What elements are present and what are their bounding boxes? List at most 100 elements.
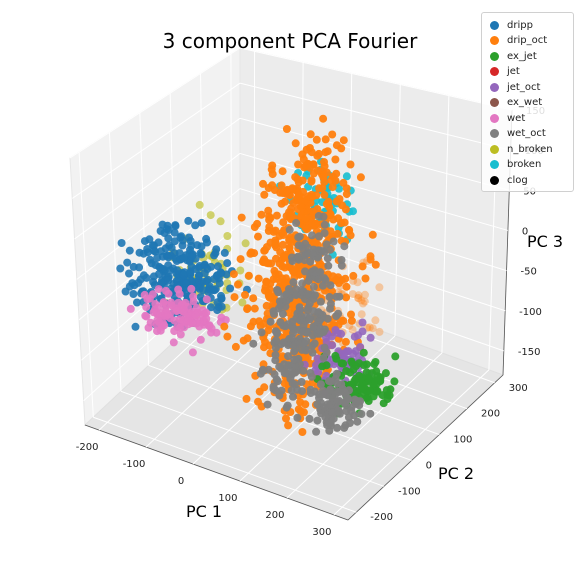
point-wet (143, 295, 152, 304)
point-dripp (203, 265, 212, 274)
point-n_broken (236, 266, 245, 275)
point-wet_oct (326, 385, 335, 394)
point-drip_oct (299, 155, 308, 164)
point-drip_oct (366, 252, 375, 261)
grid-line (148, 364, 412, 461)
y-axis-line (347, 374, 504, 521)
point-dripp (199, 286, 208, 295)
point-drip_oct (308, 221, 317, 230)
point-drip_oct (236, 255, 245, 264)
point-drip_oct (332, 275, 341, 284)
point-dripp (187, 241, 196, 250)
point-drip_oct (341, 337, 350, 346)
point-drip_oct (291, 139, 300, 148)
point-drip_oct (229, 270, 238, 279)
point-drip_oct (259, 319, 268, 328)
point-wet (146, 318, 155, 327)
point-drip_oct (279, 218, 288, 227)
legend: dripp drip_oct ex_jet jet jet_oct ex_wet wet we… (481, 12, 574, 192)
point-wet_oct (305, 414, 314, 423)
point-wet_oct (300, 339, 309, 348)
point-dripp (129, 290, 138, 298)
point-wet_oct (256, 369, 265, 378)
point-wet_oct (309, 307, 318, 316)
point-ex_jet (382, 386, 391, 395)
point-wet_oct (326, 419, 335, 427)
point-broken (342, 172, 351, 181)
point-dripp (223, 259, 232, 268)
point-drip_oct (347, 310, 355, 319)
grid-line (333, 369, 490, 516)
point-drip_oct (220, 322, 229, 331)
point-wet_oct (315, 393, 323, 402)
point-drip_oct (356, 173, 365, 182)
tick-label: -100 (519, 307, 542, 318)
point-drip_oct (282, 414, 290, 423)
point-drip_oct (265, 215, 274, 224)
point-dripp (176, 233, 185, 242)
point-wet_oct (257, 328, 266, 337)
point-wet_oct (284, 352, 292, 361)
point-wet_oct (270, 309, 278, 318)
point-n_broken (223, 232, 232, 240)
point-drip_oct (261, 258, 270, 267)
point-drip_oct (328, 130, 337, 139)
point-drip_oct (337, 219, 346, 227)
point-drip_oct (375, 283, 384, 292)
point-drip_oct (243, 334, 252, 343)
point-wet (148, 290, 157, 299)
legend-label: clog (507, 174, 528, 186)
point-ex_jet (371, 358, 380, 366)
point-dripp (142, 273, 151, 282)
point-ex_jet (359, 348, 368, 357)
point-wet (176, 323, 184, 332)
grid-line (239, 258, 504, 352)
point-wet_oct (269, 385, 278, 393)
point-drip_oct (345, 226, 354, 235)
point-wet_oct (315, 232, 323, 241)
point-drip_oct (368, 230, 377, 239)
point-drip_oct (301, 400, 310, 409)
point-wet_oct (284, 320, 292, 329)
point-wet_oct (308, 348, 317, 357)
point-wet (202, 295, 211, 304)
x-axis-label: PC 1 (186, 502, 222, 521)
tick-label: 200 (265, 510, 284, 521)
point-wet (187, 284, 196, 293)
point-drip_oct (361, 290, 369, 299)
point-dripp (121, 287, 130, 296)
point-wet_oct (279, 338, 288, 347)
point-drip_oct (282, 125, 291, 133)
point-wet (169, 338, 178, 347)
y-axis-label: PC 2 (438, 464, 474, 483)
point-wet_oct (291, 340, 300, 349)
legend-marker (490, 160, 499, 169)
point-jet_oct (354, 331, 362, 340)
point-drip_oct (361, 274, 370, 283)
point-wet (161, 309, 170, 318)
point-wet (149, 308, 158, 317)
point-wet_oct (298, 327, 307, 336)
legend-label: drip_oct (507, 35, 548, 46)
grid-line (239, 152, 509, 231)
point-dripp (210, 251, 219, 260)
point-wet_oct (301, 346, 310, 355)
point-drip_oct (349, 271, 358, 280)
point-drip_oct (264, 226, 273, 235)
point-wet_oct (287, 334, 296, 342)
point-n_broken (195, 200, 204, 209)
point-wet_oct (275, 391, 284, 400)
point-wet_oct (289, 278, 298, 287)
point-drip_oct (278, 167, 287, 176)
point-drip_oct (241, 290, 249, 299)
point-drip_oct (268, 181, 277, 190)
point-drip_oct (254, 397, 262, 406)
point-wet_oct (292, 219, 301, 227)
point-drip_oct (328, 183, 337, 192)
point-wet_oct (266, 317, 275, 326)
point-drip_oct (314, 149, 323, 158)
legend-label: dripp (507, 19, 533, 31)
point-dripp (164, 234, 173, 243)
legend-label: jet (507, 66, 520, 77)
